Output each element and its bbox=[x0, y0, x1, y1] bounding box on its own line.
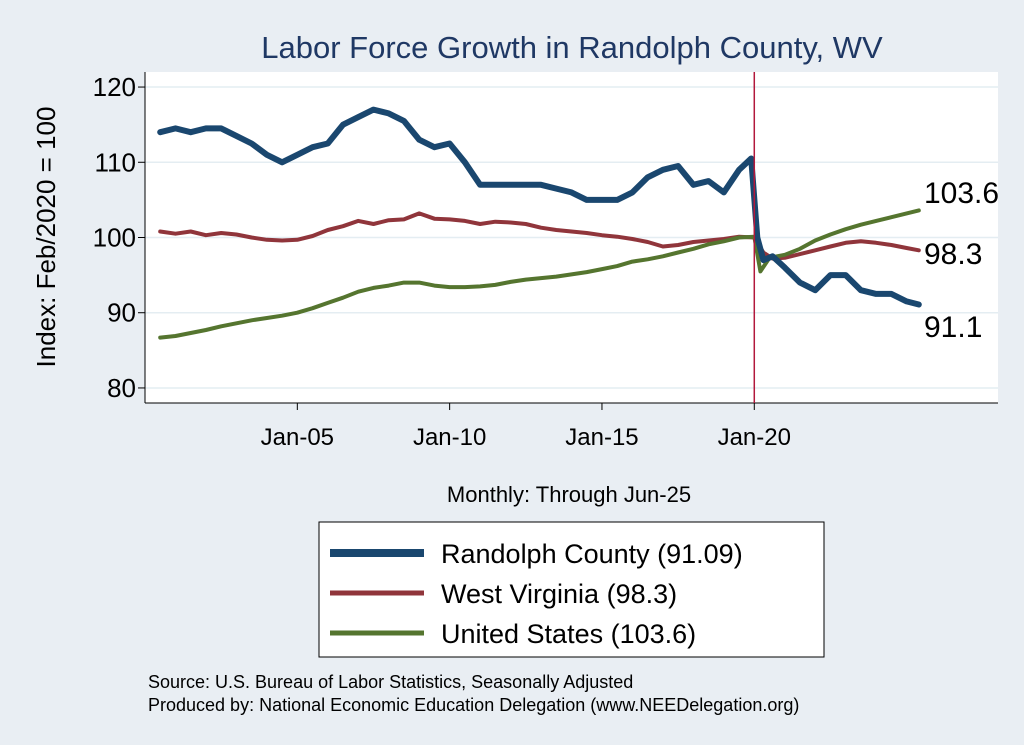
y-tick-label: 110 bbox=[95, 147, 136, 177]
x-tick-label: Jan-20 bbox=[718, 424, 791, 451]
axes: 80 90 100 110 120 Jan-05 Jan-10 Jan-15 Jan-20 bbox=[93, 72, 998, 451]
y-tick-label: 100 bbox=[93, 223, 136, 253]
y-tick-label: 80 bbox=[107, 373, 136, 403]
end-labels: 91.1 98.3 103.6 bbox=[924, 177, 999, 344]
x-tick-label: Jan-10 bbox=[413, 424, 486, 451]
series-line-west-virginia bbox=[158, 211, 921, 261]
x-tick-label: Jan-15 bbox=[565, 424, 638, 451]
y-tick-label: 90 bbox=[107, 298, 136, 328]
legend: Randolph County (91.09) West Virginia (9… bbox=[318, 521, 825, 658]
x-tick-label: Jan-05 bbox=[261, 424, 334, 451]
y-tick-label: 120 bbox=[93, 72, 136, 102]
producer-note: Produced by: National Economic Education… bbox=[148, 695, 799, 715]
series-line-united-states bbox=[158, 208, 921, 340]
end-label-randolph: 91.1 bbox=[924, 311, 982, 344]
chart-title: Labor Force Growth in Randolph County, W… bbox=[261, 30, 883, 65]
legend-label-united-states: United States (103.6) bbox=[441, 619, 696, 649]
legend-label-randolph: Randolph County (91.09) bbox=[441, 539, 743, 569]
y-axis-label: Index: Feb/2020 = 100 bbox=[31, 107, 61, 368]
end-label-west-virginia: 98.3 bbox=[924, 238, 982, 271]
end-label-united-states: 103.6 bbox=[924, 177, 999, 210]
source-note: Source: U.S. Bureau of Labor Statistics,… bbox=[148, 672, 633, 692]
x-axis-label: Monthly: Through Jun-25 bbox=[447, 482, 691, 507]
series-group bbox=[157, 72, 922, 403]
series-line-randolph bbox=[157, 106, 922, 308]
legend-label-west-virginia: West Virginia (98.3) bbox=[441, 579, 677, 609]
